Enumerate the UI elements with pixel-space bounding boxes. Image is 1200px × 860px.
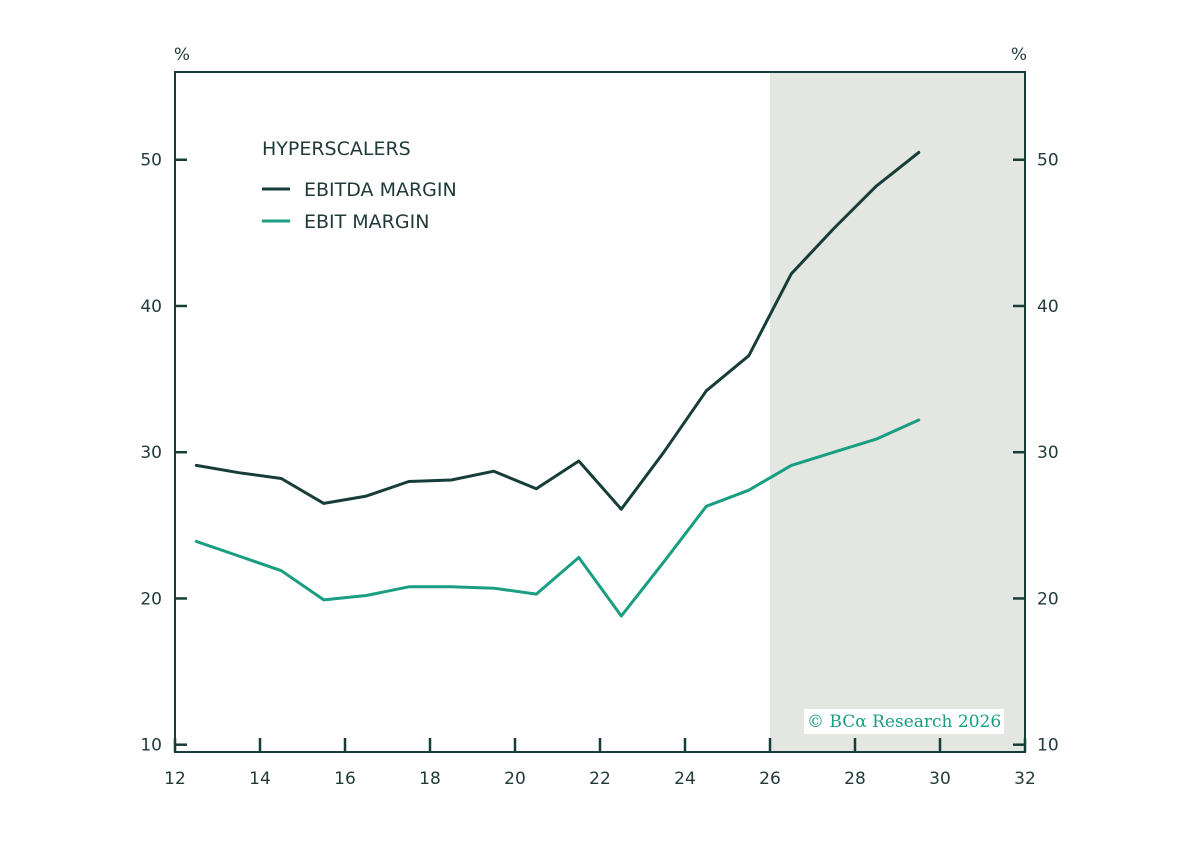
y-tick-label-right: 10: [1037, 736, 1059, 756]
x-tick-label: 24: [674, 769, 696, 789]
series-layer: [194, 150, 921, 618]
y-tick-label-left: 10: [140, 736, 162, 756]
x-tick-label: 30: [929, 769, 951, 789]
y-axis-right: 10 20 30 40 50: [1013, 151, 1059, 756]
x-tick-label: 32: [1014, 769, 1036, 789]
y-tick-label-right: 50: [1037, 151, 1059, 171]
series-line-ebitda-margin: [194, 150, 921, 511]
y-tick-label-right: 30: [1037, 443, 1059, 463]
x-tick-label: 20: [504, 769, 526, 789]
y-tick-label-right: 40: [1037, 297, 1059, 317]
legend-title: HYPERSCALERS: [262, 138, 411, 160]
y-tick-label-left: 50: [140, 151, 162, 171]
x-tick-label: 14: [249, 769, 271, 789]
x-tick-label: 28: [844, 769, 866, 789]
y-tick-label-left: 30: [140, 443, 162, 463]
y-unit-left: %: [174, 45, 190, 65]
x-tick-label: 18: [419, 769, 441, 789]
y-axis-left: 10 20 30 40 50: [140, 151, 187, 756]
y-tick-label-left: 20: [140, 589, 162, 609]
legend-label-ebit: EBIT MARGIN: [304, 211, 429, 233]
legend: HYPERSCALERS EBITDA MARGIN EBIT MARGIN: [262, 138, 457, 233]
y-tick-label-left: 40: [140, 297, 162, 317]
x-axis: 12 14 16 18 20 22 24 26 28 30 32: [164, 738, 1036, 789]
x-tick-label: 16: [334, 769, 356, 789]
x-tick-label: 26: [759, 769, 781, 789]
x-tick-label: 12: [164, 769, 186, 789]
forecast-shaded-region: [770, 72, 1025, 752]
credit-text: © BCα Research 2026: [807, 712, 1001, 732]
y-unit-right: %: [1011, 45, 1027, 65]
legend-label-ebitda: EBITDA MARGIN: [304, 179, 457, 201]
y-tick-label-right: 20: [1037, 589, 1059, 609]
credit-background: [804, 709, 1004, 734]
x-tick-label: 22: [589, 769, 611, 789]
series-line-ebit-margin: [194, 418, 921, 618]
